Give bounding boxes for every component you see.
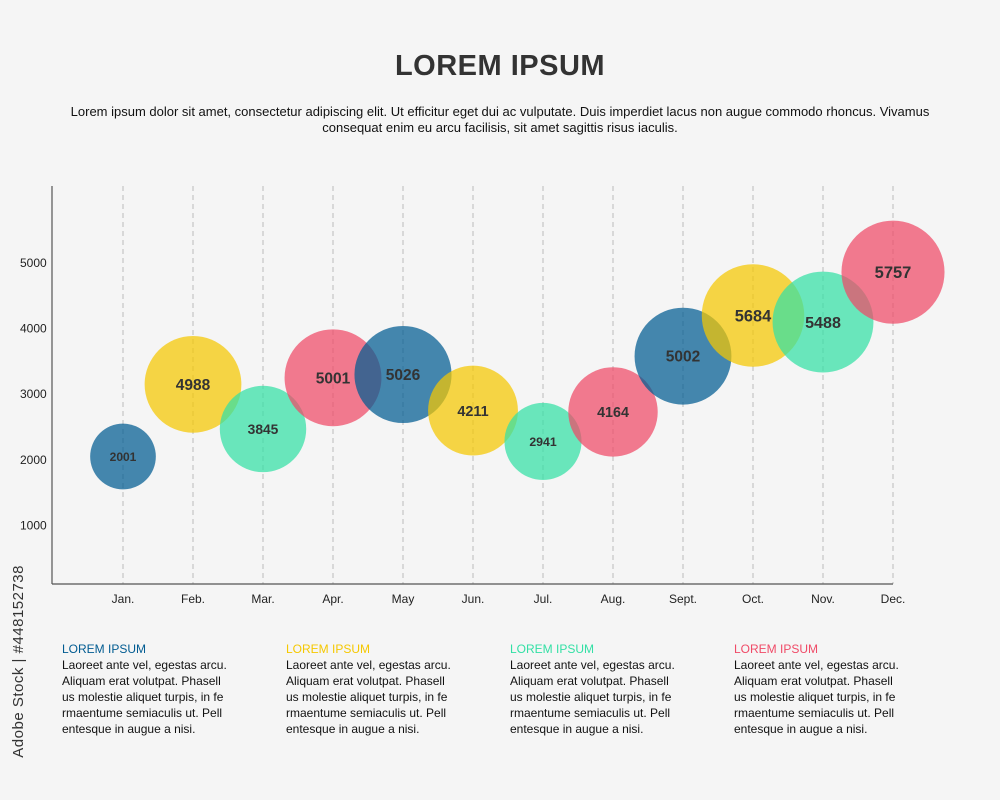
note-2: LOREM IPSUM Laoreet ante vel, egestas ar…	[286, 641, 471, 737]
x-tick-label: Oct.	[742, 592, 764, 606]
bubble	[90, 423, 156, 490]
y-tick-label: 4000	[20, 322, 47, 336]
bubble	[219, 385, 307, 473]
bubble-labels: 2001 4988 3845 5001 5026 4211 2941 4164 5002 5684…	[110, 264, 912, 464]
note-body: Laoreet ante vel, egestas arcu. Aliquam …	[510, 658, 675, 736]
bubble-value-label: 2001	[110, 450, 137, 464]
x-tick-label: Mar.	[251, 592, 274, 606]
x-tick-label: May	[392, 592, 415, 606]
note-body: Laoreet ante vel, egestas arcu. Aliquam …	[734, 658, 899, 736]
x-tick-label: Jul.	[534, 592, 553, 606]
x-tick-label: Dec.	[881, 592, 906, 606]
bubble	[144, 335, 242, 433]
bubble-value-label: 5026	[386, 367, 421, 384]
bubbles	[90, 220, 945, 490]
y-tick-label: 2000	[20, 453, 47, 467]
x-tick-label: Jan.	[112, 592, 135, 606]
x-tick-label: Feb.	[181, 592, 205, 606]
note-title: LOREM IPSUM	[286, 642, 371, 656]
bubble	[504, 402, 582, 480]
bubble	[428, 365, 518, 456]
note-body: Laoreet ante vel, egestas arcu. Aliquam …	[286, 658, 451, 736]
bubble-value-label: 5002	[666, 349, 700, 366]
note-body: Laoreet ante vel, egestas arcu. Aliquam …	[62, 658, 227, 736]
note-1: LOREM IPSUM Laoreet ante vel, egestas ar…	[62, 641, 247, 737]
bubble-value-label: 4164	[597, 405, 629, 421]
bubble-value-label: 4988	[176, 377, 211, 394]
note-title: LOREM IPSUM	[734, 642, 819, 656]
bubble-value-label: 3845	[248, 422, 279, 437]
x-axis-ticks: Jan. Feb. Mar. Apr. May Jun. Jul. Aug. Sept. Oct.…	[112, 592, 906, 606]
y-tick-label: 3000	[20, 387, 47, 401]
x-tick-label: Jun.	[462, 592, 485, 606]
x-tick-label: Aug.	[601, 592, 626, 606]
y-tick-label: 5000	[20, 256, 47, 270]
bubble-value-label: 4211	[457, 404, 488, 420]
x-tick-label: Apr.	[322, 592, 343, 606]
bubble-value-label: 5757	[875, 264, 912, 282]
note-title: LOREM IPSUM	[62, 642, 147, 656]
x-tick-label: Sept.	[669, 592, 697, 606]
page-subtitle: Lorem ipsum dolor sit amet, consectetur …	[70, 104, 930, 135]
note-3: LOREM IPSUM Laoreet ante vel, egestas ar…	[510, 641, 695, 737]
bubble	[284, 329, 382, 427]
bubble	[568, 367, 658, 457]
page-title: LOREM IPSUM	[394, 50, 606, 82]
note-title: LOREM IPSUM	[510, 642, 595, 656]
x-tick-label: Nov.	[811, 592, 835, 606]
bubble-value-label: 2941	[529, 435, 557, 449]
y-axis-ticks: 1000 2000 3000 4000 5000	[20, 256, 47, 532]
bubble-value-label: 5488	[805, 314, 841, 332]
y-tick-label: 1000	[20, 518, 47, 532]
note-4: LOREM IPSUM Laoreet ante vel, egestas ar…	[734, 641, 919, 737]
bubble	[841, 220, 945, 324]
bubble	[354, 325, 452, 424]
bubble-value-label: 5001	[316, 370, 351, 387]
chart-axes	[51, 186, 893, 585]
bubble-value-label: 5684	[735, 307, 772, 325]
watermark-text: Adobe Stock | #448152738	[10, 565, 27, 758]
